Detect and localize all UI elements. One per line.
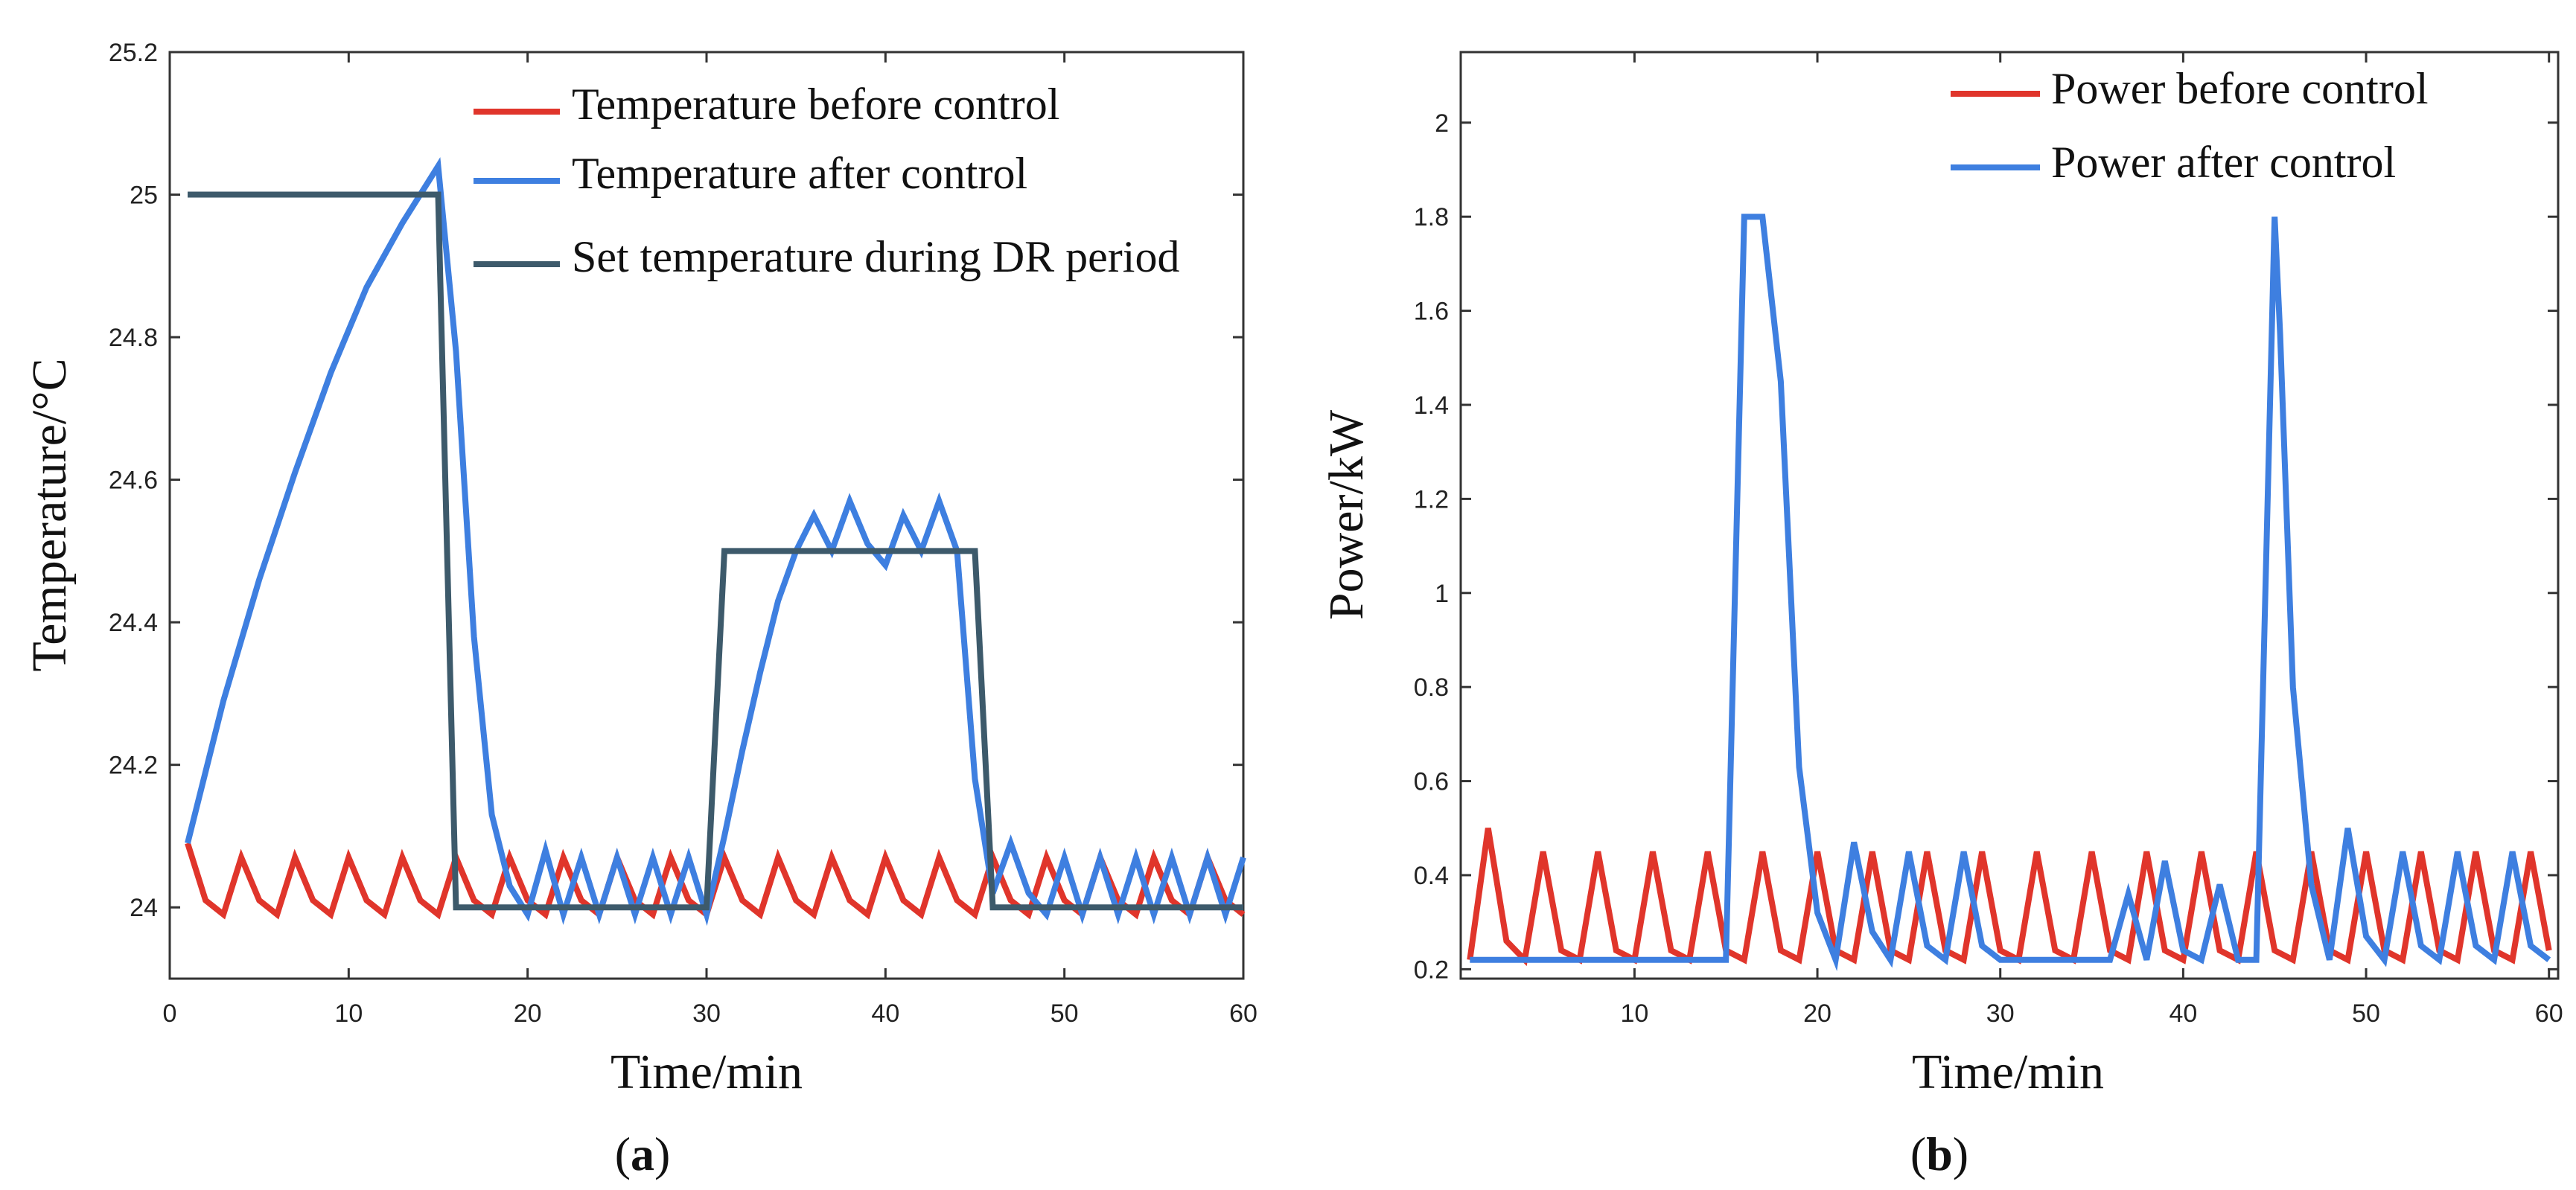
x-tick-label: 30 <box>1986 999 2015 1028</box>
x-tick-label: 40 <box>2169 999 2197 1028</box>
y-tick-label: 25 <box>130 182 158 210</box>
x-tick-label: 20 <box>514 999 542 1028</box>
y-tick-label: 0.8 <box>1414 674 1449 702</box>
y-tick-label: 1 <box>1435 580 1449 608</box>
legend-label-power-after: Power after control <box>2051 138 2396 187</box>
panel-b-legend: Power before control Power after control <box>1951 64 2428 187</box>
y-tick-label: 1.2 <box>1414 485 1449 514</box>
panel-a: 0 10 20 30 40 50 60 24 24.2 24.4 24.6 24.8 25 25.2 T… <box>22 39 1257 1180</box>
panel-a-x-axis-label: Time/min <box>610 1045 803 1099</box>
panel-b-plot-area <box>1459 51 2560 980</box>
legend-label-set-temp: Set temperature during DR period <box>572 232 1179 281</box>
legend-label-temp-before: Temperature before control <box>572 80 1059 129</box>
y-tick-label: 24.6 <box>109 467 158 495</box>
x-tick-label: 50 <box>2352 999 2380 1028</box>
panel-a-y-axis-label: Temperature/°C <box>22 358 77 671</box>
y-tick-label: 0.4 <box>1414 862 1449 890</box>
panel-b: 10 20 30 40 50 60 0.20.40.60.811.21.41.61.82 … <box>1319 51 2563 1180</box>
series-line-temperature-after-control <box>185 157 1246 927</box>
series-line-power-before-control <box>1467 828 2552 967</box>
y-tick-label: 1.4 <box>1414 391 1449 420</box>
y-tick-label: 24.4 <box>109 609 158 637</box>
series-line-power-after-control <box>1470 214 2551 972</box>
y-tick-label: 2 <box>1435 109 1449 138</box>
x-tick-label: 60 <box>1229 999 1257 1028</box>
y-tick-label: 25.2 <box>109 39 158 67</box>
x-tick-label: 50 <box>1051 999 1079 1028</box>
x-tick-label: 20 <box>1803 999 1831 1028</box>
panel-a-series <box>185 157 1246 927</box>
panel-a-x-ticks: 0 10 20 30 40 50 60 <box>163 52 1257 1028</box>
panel-a-y-ticks: 24 24.2 24.4 24.6 24.8 25 25.2 <box>109 39 1243 922</box>
y-tick-label: 0.6 <box>1414 768 1449 796</box>
y-tick-label: 0.2 <box>1414 956 1449 984</box>
series-line-set-temperature-during-dr-period <box>188 191 1243 911</box>
y-tick-label: 1.6 <box>1414 298 1449 326</box>
x-tick-label: 0 <box>163 999 177 1028</box>
panel-a-plot-area <box>168 51 1245 980</box>
panel-b-series <box>1467 214 2552 972</box>
x-tick-label: 30 <box>692 999 721 1028</box>
panel-b-y-axis-label: Power/kW <box>1319 409 1374 620</box>
y-tick-label: 24.2 <box>109 752 158 780</box>
panel-b-y-ticks: 0.2 0.4 0.6 0.8 1 1.2 1.4 1.6 1.8 2 <box>1414 109 2558 984</box>
y-tick-label: 24 <box>130 894 158 922</box>
x-tick-label: 60 <box>2535 999 2563 1028</box>
panel-b-x-axis-label: Time/min <box>1912 1045 2104 1099</box>
panel-a-label: (a) <box>615 1127 671 1180</box>
x-tick-label: 10 <box>1620 999 1648 1028</box>
panel-b-label: (b) <box>1910 1127 1968 1180</box>
x-tick-label: 40 <box>871 999 899 1028</box>
x-tick-label: 10 <box>334 999 363 1028</box>
panel-b-x-ticks: 10 20 30 40 50 60 <box>1620 52 2563 1028</box>
y-tick-label: 1.8 <box>1414 203 1449 231</box>
panel-a-legend: Temperature before control Temperature a… <box>474 80 1179 281</box>
y-tick-label: 24.8 <box>109 324 158 352</box>
legend-label-power-before: Power before control <box>2051 64 2428 113</box>
legend-label-temp-after: Temperature after control <box>572 149 1027 198</box>
